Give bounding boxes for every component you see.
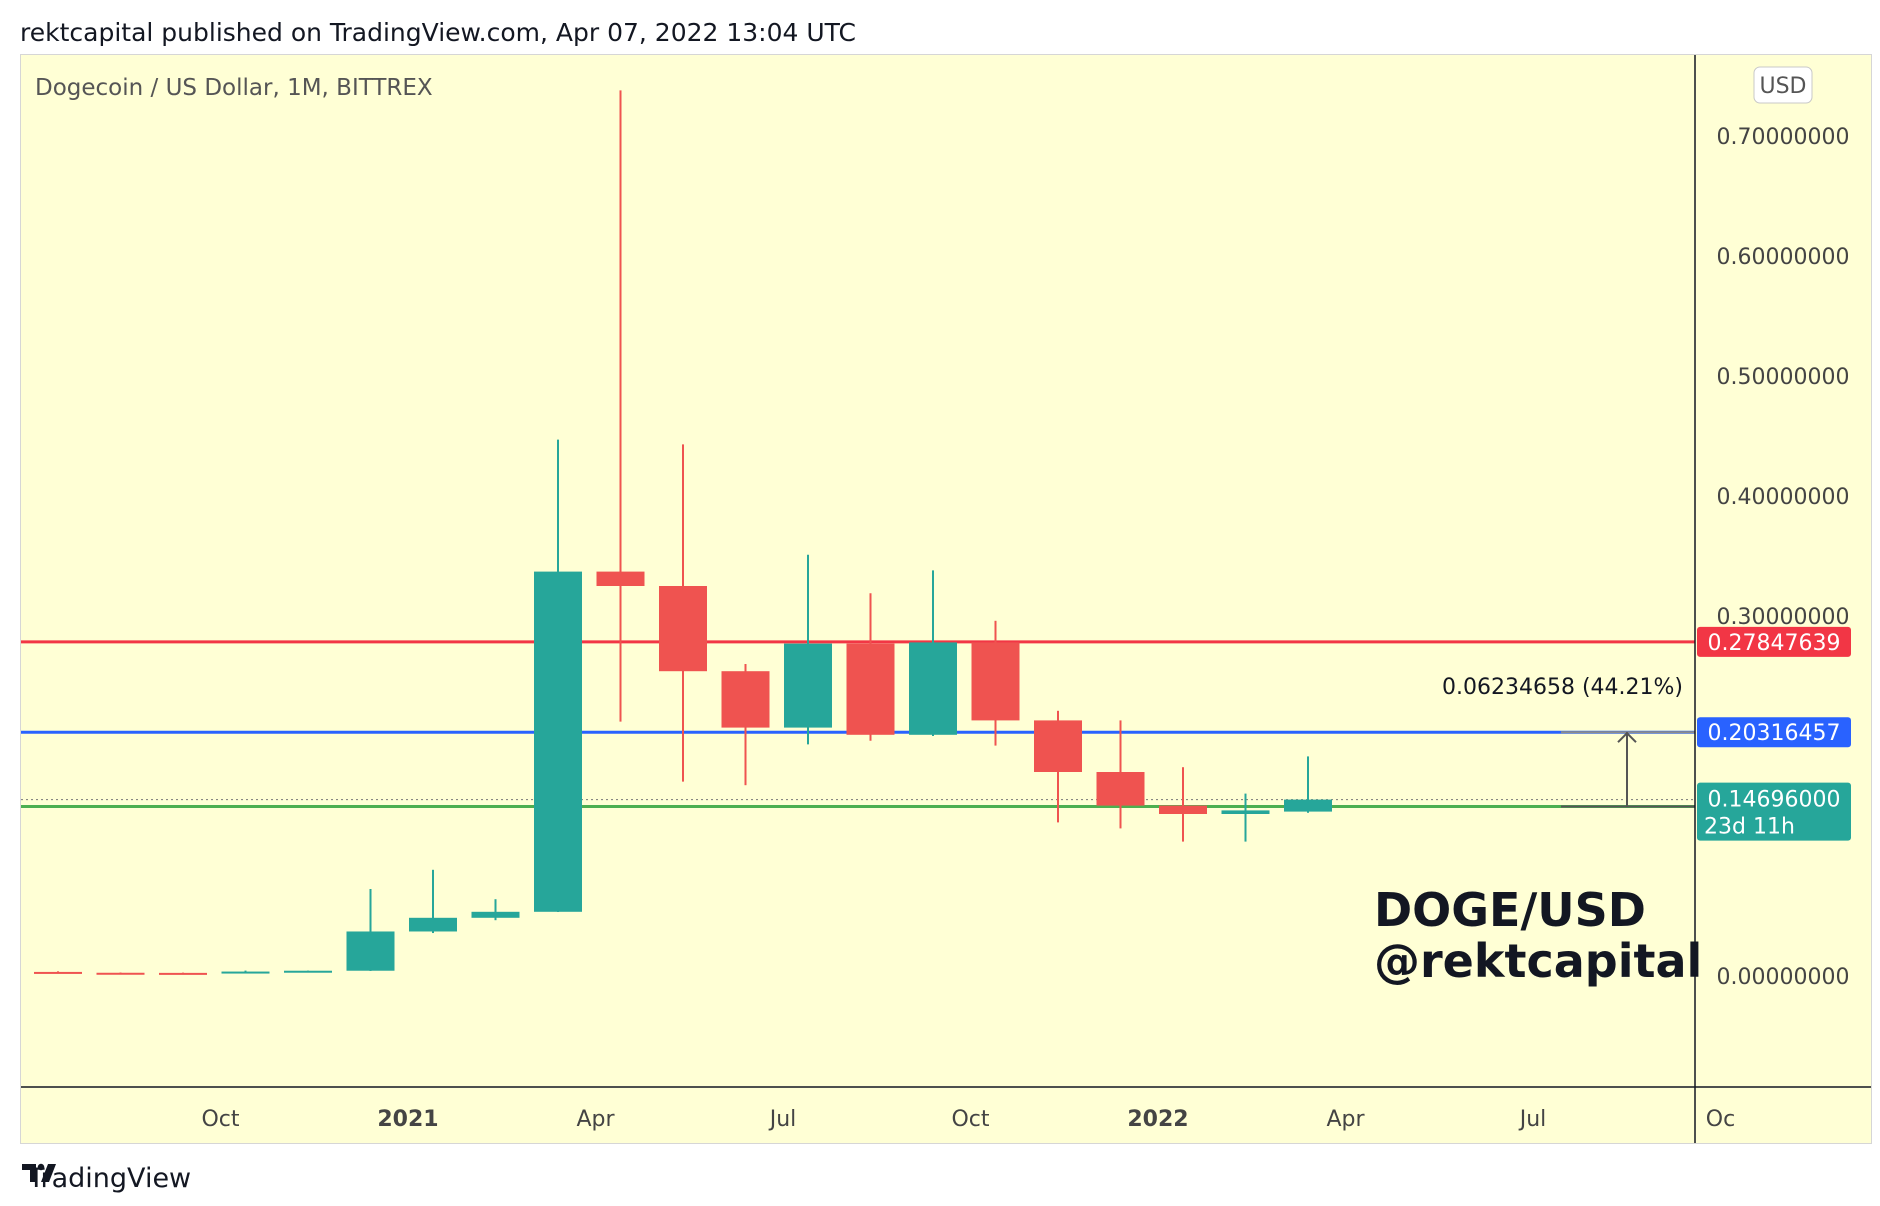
candlestick-chart[interactable]: Dogecoin / US Dollar, 1M, BITTREX USD 0.70… <box>21 55 1871 1143</box>
currency-label: USD <box>1759 74 1806 99</box>
level-tag <box>1697 717 1851 748</box>
x-tick-label: Oct <box>201 1107 239 1132</box>
candle-body <box>534 571 582 912</box>
candle-body <box>159 972 207 975</box>
candle-body <box>1284 799 1332 812</box>
level-tag-label: 0.20316457 <box>1708 721 1841 746</box>
candle-body <box>34 971 82 974</box>
candle-body <box>221 971 270 974</box>
countdown-label: 23d 11h <box>1704 815 1795 840</box>
candle-body <box>96 972 145 975</box>
candle-body <box>346 931 395 971</box>
x-tick-label: Oct <box>951 1107 989 1132</box>
candle-body <box>659 586 707 672</box>
candle-body <box>596 571 645 586</box>
level-tag-label: 0.27847639 <box>1708 631 1841 656</box>
chart-frame[interactable]: Dogecoin / US Dollar, 1M, BITTREX USD 0.70… <box>20 54 1872 1144</box>
x-tick-label: Jul <box>1518 1107 1547 1132</box>
candle-body <box>1096 772 1145 806</box>
x-tick-label: Apr <box>1326 1107 1365 1132</box>
measure-arrow-head <box>1617 731 1637 743</box>
candle-body <box>409 917 457 932</box>
watermark-author: @rektcapital <box>1374 934 1702 988</box>
currency-badge <box>1753 66 1813 104</box>
publish-info: rektcapital published on TradingView.com… <box>20 18 856 47</box>
last-price-label: 0.14696000 <box>1708 788 1841 813</box>
candle-body <box>784 643 832 728</box>
x-tick-label: 2022 <box>1127 1107 1188 1132</box>
y-tick-label: 0.70000000 <box>1717 125 1850 150</box>
candle-body <box>284 970 332 973</box>
x-tick-label: Jul <box>768 1107 797 1132</box>
y-tick-label: 0.50000000 <box>1717 365 1850 390</box>
measure-label: 0.06234658 (44.21%) <box>1442 675 1683 700</box>
x-tick-label: Apr <box>576 1107 615 1132</box>
y-tick-label: 0.60000000 <box>1717 245 1850 270</box>
candle-body <box>1159 805 1207 814</box>
x-tick-label: Oc <box>1706 1107 1735 1132</box>
footer: TradingView <box>20 1160 191 1196</box>
watermark-pair: DOGE/USD <box>1374 883 1646 937</box>
candle-body <box>1221 810 1270 814</box>
chart-title: Dogecoin / US Dollar, 1M, BITTREX <box>35 75 433 101</box>
candle-body <box>471 911 520 918</box>
candle-body <box>1034 720 1082 772</box>
tradingview-logo-icon <box>22 1163 56 1182</box>
y-tick-label: 0.00000000 <box>1717 965 1850 990</box>
x-tick-label: 2021 <box>377 1107 438 1132</box>
candle-body <box>846 643 895 735</box>
y-tick-label: 0.30000000 <box>1717 605 1850 630</box>
footer-brand[interactable]: TradingView <box>28 1162 192 1194</box>
candle-body <box>909 642 957 735</box>
y-tick-label: 0.40000000 <box>1717 485 1850 510</box>
candle-body <box>971 642 1020 721</box>
last-price-tag <box>1697 782 1851 841</box>
level-tag <box>1697 626 1851 657</box>
candle-body <box>721 671 770 728</box>
